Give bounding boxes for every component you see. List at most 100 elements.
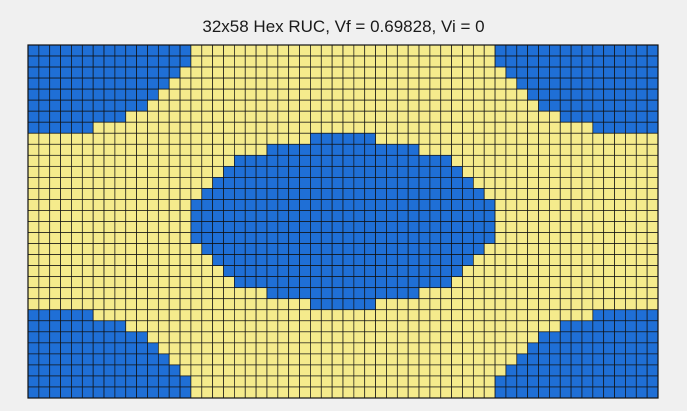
matrix-subcell — [396, 342, 409, 355]
matrix-subcell — [462, 88, 474, 101]
fiber-subcell — [353, 221, 366, 233]
fiber-subcell — [266, 254, 279, 266]
matrix-subcell — [266, 309, 279, 322]
fiber-subcell — [27, 99, 40, 112]
fiber-subcell — [592, 88, 605, 101]
matrix-subcell — [201, 132, 213, 145]
matrix-subcell — [277, 331, 290, 344]
matrix-subcell — [125, 188, 137, 200]
fiber-subcell — [516, 364, 528, 377]
matrix-subcell — [418, 375, 431, 388]
fiber-subcell — [234, 254, 246, 266]
matrix-subcell — [646, 199, 659, 211]
matrix-subcell — [223, 386, 235, 399]
fiber-subcell — [49, 331, 61, 344]
matrix-subcell — [342, 342, 355, 355]
matrix-subcell — [646, 132, 659, 145]
matrix-subcell — [71, 221, 83, 233]
matrix-subcell — [614, 254, 626, 266]
matrix-subcell — [516, 298, 528, 311]
fiber-subcell — [38, 121, 51, 134]
matrix-subcell — [103, 243, 116, 255]
fiber-subcell — [451, 232, 463, 244]
fiber-subcell — [266, 232, 279, 244]
matrix-subcell — [201, 55, 213, 68]
fiber-subcell — [157, 364, 170, 377]
fiber-subcell — [429, 254, 442, 266]
matrix-subcell — [549, 132, 561, 145]
matrix-subcell — [179, 243, 192, 255]
matrix-subcell — [538, 110, 550, 123]
matrix-subcell — [570, 243, 583, 255]
matrix-subcell — [353, 44, 366, 57]
matrix-subcell — [60, 210, 72, 222]
matrix-subcell — [581, 177, 594, 189]
fiber-subcell — [136, 99, 148, 112]
matrix-subcell — [136, 232, 148, 244]
matrix-subcell — [331, 342, 344, 355]
matrix-subcell — [103, 165, 116, 178]
fiber-subcell — [92, 342, 105, 355]
fiber-subcell — [103, 99, 116, 112]
matrix-subcell — [92, 177, 105, 189]
matrix-subcell — [320, 99, 333, 112]
matrix-subcell — [494, 88, 507, 101]
fiber-subcell — [559, 99, 572, 112]
fiber-subcell — [342, 154, 355, 167]
matrix-subcell — [288, 320, 300, 333]
fiber-subcell — [234, 232, 246, 244]
matrix-subcell — [92, 132, 105, 145]
fiber-subcell — [277, 165, 290, 178]
fiber-subcell — [331, 199, 344, 211]
matrix-subcell — [255, 320, 268, 333]
matrix-subcell — [320, 353, 333, 366]
matrix-subcell — [429, 287, 442, 300]
matrix-subcell — [103, 232, 116, 244]
fiber-subcell — [364, 232, 376, 244]
matrix-subcell — [255, 99, 268, 112]
matrix-subcell — [92, 210, 105, 222]
matrix-subcell — [103, 121, 116, 134]
matrix-subcell — [625, 210, 637, 222]
matrix-subcell — [440, 132, 452, 145]
fiber-subcell — [168, 55, 181, 68]
matrix-subcell — [396, 88, 409, 101]
matrix-subcell — [125, 210, 137, 222]
fiber-subcell — [331, 177, 344, 189]
fiber-subcell — [592, 331, 605, 344]
matrix-subcell — [125, 143, 137, 156]
fiber-subcell — [646, 375, 659, 388]
fiber-subcell — [310, 221, 322, 233]
fiber-subcell — [559, 386, 572, 399]
matrix-subcell — [60, 265, 72, 278]
matrix-subcell — [190, 121, 203, 134]
matrix-subcell — [505, 298, 518, 311]
fiber-subcell — [49, 88, 61, 101]
matrix-subcell — [255, 110, 268, 123]
fiber-subcell — [429, 177, 442, 189]
matrix-subcell — [168, 188, 181, 200]
fiber-subcell — [451, 221, 463, 233]
matrix-subcell — [157, 143, 170, 156]
matrix-subcell — [27, 177, 40, 189]
matrix-subcell — [136, 177, 148, 189]
fiber-subcell — [581, 386, 594, 399]
matrix-subcell — [147, 243, 159, 255]
matrix-subcell — [201, 121, 213, 134]
fiber-subcell — [125, 66, 137, 79]
matrix-subcell — [483, 99, 496, 112]
matrix-subcell — [559, 188, 572, 200]
fiber-subcell — [179, 375, 192, 388]
matrix-subcell — [103, 210, 116, 222]
matrix-subcell — [407, 55, 420, 68]
fiber-subcell — [147, 353, 159, 366]
matrix-subcell — [299, 55, 311, 68]
fiber-subcell — [527, 386, 539, 399]
matrix-subcell — [592, 298, 605, 311]
matrix-subcell — [255, 298, 268, 311]
fiber-subcell — [71, 331, 83, 344]
matrix-subcell — [38, 287, 51, 300]
fiber-subcell — [71, 309, 83, 322]
fiber-subcell — [71, 375, 83, 388]
fiber-subcell — [603, 309, 615, 322]
